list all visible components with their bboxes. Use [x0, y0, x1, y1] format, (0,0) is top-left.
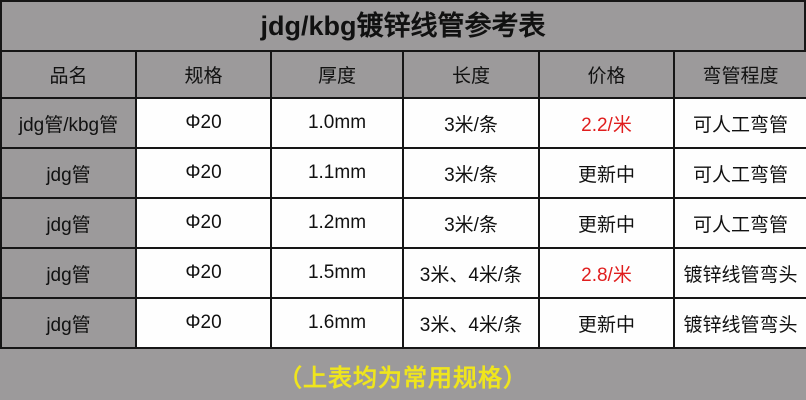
cell-price: 2.8/米 — [538, 247, 675, 299]
col-header-price: 价格 — [538, 50, 675, 99]
table-row: jdg管 Φ20 1.6mm 3米、4米/条 更新中 镀锌线管弯头 — [0, 297, 806, 349]
cell-product-name: jdg管 — [0, 147, 137, 199]
table-row: jdg管 Φ20 1.2mm 3米/条 更新中 可人工弯管 — [0, 197, 806, 249]
table-row: jdg管 Φ20 1.1mm 3米/条 更新中 可人工弯管 — [0, 147, 806, 199]
col-header-thickness: 厚度 — [270, 50, 404, 99]
cell-thickness: 1.6mm — [270, 297, 404, 349]
cell-product-name: jdg管/kbg管 — [0, 97, 137, 149]
col-header-spec: 规格 — [135, 50, 272, 99]
table-body: jdg管/kbg管 Φ20 1.0mm 3米/条 2.2/米 可人工弯管 jdg… — [0, 97, 806, 349]
cell-length: 3米/条 — [402, 97, 540, 149]
cell-product-name: jdg管 — [0, 247, 137, 299]
table-row: jdg管 Φ20 1.5mm 3米、4米/条 2.8/米 镀锌线管弯头 — [0, 247, 806, 299]
price-table: 品名 规格 厚度 长度 价格 弯管程度 jdg管/kbg管 Φ20 1.0mm … — [0, 50, 806, 349]
cell-bend: 可人工弯管 — [673, 97, 806, 149]
cell-thickness: 1.5mm — [270, 247, 404, 299]
cell-thickness: 1.0mm — [270, 97, 404, 149]
cell-spec: Φ20 — [135, 147, 272, 199]
cell-thickness: 1.1mm — [270, 147, 404, 199]
page-title: jdg/kbg镀锌线管参考表 — [0, 0, 806, 50]
col-header-product-name: 品名 — [0, 50, 137, 99]
cell-length: 3米、4米/条 — [402, 247, 540, 299]
table-header: 品名 规格 厚度 长度 价格 弯管程度 — [0, 50, 806, 99]
cell-product-name: jdg管 — [0, 197, 137, 249]
cell-spec: Φ20 — [135, 97, 272, 149]
cell-thickness: 1.2mm — [270, 197, 404, 249]
cell-product-name: jdg管 — [0, 297, 137, 349]
cell-bend: 镀锌线管弯头 — [673, 247, 806, 299]
cell-length: 3米/条 — [402, 197, 540, 249]
cell-length: 3米、4米/条 — [402, 297, 540, 349]
table-row: jdg管/kbg管 Φ20 1.0mm 3米/条 2.2/米 可人工弯管 — [0, 97, 806, 149]
cell-spec: Φ20 — [135, 197, 272, 249]
cell-bend: 可人工弯管 — [673, 147, 806, 199]
footer-note: （上表均为常用规格） — [0, 349, 806, 400]
col-header-length: 长度 — [402, 50, 540, 99]
cell-length: 3米/条 — [402, 147, 540, 199]
cell-spec: Φ20 — [135, 247, 272, 299]
cell-price: 2.2/米 — [538, 97, 675, 149]
header-row: 品名 规格 厚度 长度 价格 弯管程度 — [0, 50, 806, 99]
cell-price: 更新中 — [538, 147, 675, 199]
cell-spec: Φ20 — [135, 297, 272, 349]
cell-price: 更新中 — [538, 297, 675, 349]
col-header-bend-degree: 弯管程度 — [673, 50, 806, 99]
cell-price: 更新中 — [538, 197, 675, 249]
cell-bend: 镀锌线管弯头 — [673, 297, 806, 349]
cell-bend: 可人工弯管 — [673, 197, 806, 249]
